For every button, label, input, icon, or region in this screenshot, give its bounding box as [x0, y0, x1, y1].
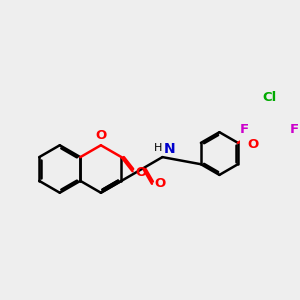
Text: F: F [240, 123, 249, 136]
Text: O: O [96, 129, 107, 142]
Text: O: O [135, 166, 146, 179]
Text: N: N [164, 142, 175, 156]
Text: Cl: Cl [263, 91, 277, 103]
Text: O: O [248, 137, 259, 151]
Text: O: O [155, 177, 166, 190]
Text: F: F [290, 123, 299, 136]
Text: H: H [154, 143, 162, 153]
